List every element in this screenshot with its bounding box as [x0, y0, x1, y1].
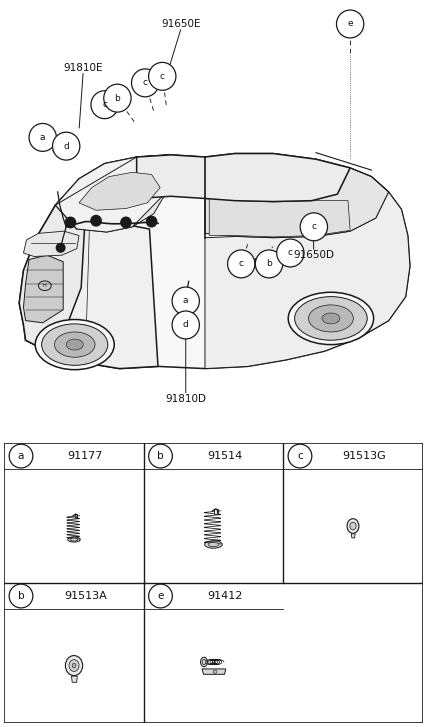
Circle shape — [254, 258, 262, 265]
Ellipse shape — [66, 339, 83, 350]
Circle shape — [65, 217, 75, 228]
Ellipse shape — [349, 522, 355, 530]
Text: c: c — [287, 249, 292, 257]
Text: d: d — [63, 142, 69, 150]
Text: 91513A: 91513A — [63, 591, 106, 601]
Ellipse shape — [207, 542, 219, 547]
Ellipse shape — [346, 518, 358, 534]
Circle shape — [172, 311, 199, 339]
Circle shape — [148, 584, 172, 608]
Polygon shape — [214, 509, 217, 514]
Circle shape — [299, 213, 327, 241]
Text: 91412: 91412 — [207, 591, 242, 601]
Polygon shape — [19, 205, 85, 349]
Circle shape — [227, 250, 254, 278]
Circle shape — [276, 239, 303, 267]
Circle shape — [148, 63, 176, 90]
Text: c: c — [142, 79, 147, 87]
Text: 91513G: 91513G — [342, 451, 385, 461]
Polygon shape — [351, 534, 354, 538]
Circle shape — [148, 444, 172, 468]
Ellipse shape — [41, 324, 107, 365]
Circle shape — [9, 584, 33, 608]
Polygon shape — [26, 205, 158, 369]
Text: H: H — [43, 284, 46, 288]
Text: 91514: 91514 — [207, 451, 242, 461]
Ellipse shape — [54, 332, 95, 357]
Text: 91810D: 91810D — [165, 394, 206, 404]
Circle shape — [336, 10, 363, 38]
Text: 91177: 91177 — [67, 451, 103, 461]
Text: a: a — [18, 451, 24, 461]
Ellipse shape — [200, 657, 207, 667]
Ellipse shape — [213, 670, 216, 673]
Polygon shape — [204, 168, 388, 238]
Ellipse shape — [72, 663, 76, 668]
Text: 91650D: 91650D — [293, 250, 334, 260]
Text: a: a — [40, 133, 45, 142]
Text: c: c — [159, 72, 164, 81]
Circle shape — [104, 84, 131, 112]
Text: 91650E: 91650E — [161, 19, 201, 29]
Polygon shape — [55, 155, 170, 232]
Polygon shape — [23, 231, 79, 257]
Polygon shape — [136, 153, 349, 201]
Circle shape — [91, 91, 118, 119]
Ellipse shape — [201, 659, 205, 664]
Circle shape — [146, 217, 156, 227]
Ellipse shape — [70, 538, 78, 541]
Polygon shape — [75, 514, 77, 518]
Polygon shape — [209, 198, 349, 237]
Text: a: a — [183, 297, 188, 305]
Text: b: b — [157, 451, 164, 461]
Text: b: b — [265, 260, 271, 268]
Text: c: c — [238, 260, 243, 268]
Polygon shape — [204, 192, 409, 369]
Text: e: e — [346, 20, 352, 28]
Polygon shape — [201, 669, 225, 675]
Circle shape — [172, 287, 199, 315]
Circle shape — [56, 244, 65, 252]
Polygon shape — [79, 172, 160, 210]
Text: c: c — [296, 451, 302, 461]
Circle shape — [267, 252, 274, 260]
Text: d: d — [182, 321, 188, 329]
Circle shape — [52, 132, 80, 160]
Ellipse shape — [35, 319, 114, 369]
Text: c: c — [311, 222, 316, 231]
Circle shape — [255, 250, 282, 278]
Circle shape — [9, 444, 33, 468]
Text: b: b — [17, 591, 24, 601]
Ellipse shape — [65, 656, 83, 675]
Ellipse shape — [288, 292, 373, 345]
Circle shape — [278, 252, 286, 260]
Polygon shape — [23, 255, 63, 323]
Text: b: b — [114, 94, 120, 103]
Polygon shape — [19, 153, 409, 369]
Circle shape — [91, 215, 101, 226]
Ellipse shape — [204, 541, 222, 548]
Ellipse shape — [69, 659, 79, 672]
Text: c: c — [102, 100, 107, 109]
Circle shape — [29, 124, 56, 151]
Circle shape — [288, 444, 311, 468]
Ellipse shape — [321, 313, 339, 324]
Circle shape — [121, 217, 131, 228]
Polygon shape — [55, 155, 170, 232]
Text: e: e — [157, 591, 163, 601]
Ellipse shape — [68, 537, 80, 542]
Text: 91810E: 91810E — [63, 63, 103, 73]
Ellipse shape — [308, 305, 353, 332]
Ellipse shape — [294, 297, 366, 340]
Polygon shape — [71, 676, 77, 683]
Circle shape — [131, 69, 158, 97]
